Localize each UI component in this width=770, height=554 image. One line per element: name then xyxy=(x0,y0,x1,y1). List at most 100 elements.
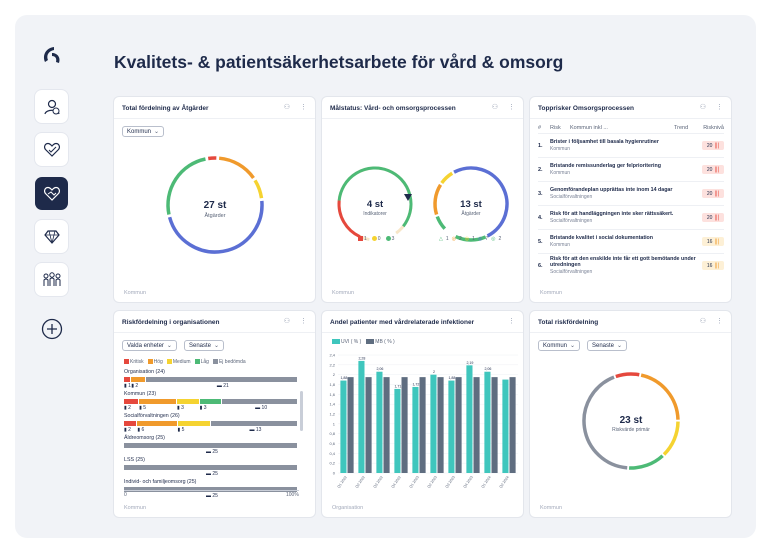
bar-uvi[interactable] xyxy=(466,365,473,473)
bar-segment[interactable] xyxy=(124,465,297,470)
donut-slice xyxy=(253,179,264,199)
card-infections: Andel patienter med vårdrelaterade infek… xyxy=(322,311,523,517)
risk-score-badge: 20 ||| xyxy=(702,141,724,150)
column-trend[interactable]: Trend xyxy=(674,125,689,131)
bar-segment[interactable] xyxy=(124,487,297,492)
bar-mb[interactable] xyxy=(401,377,408,473)
bar-uvi[interactable] xyxy=(358,360,365,473)
bar-segment[interactable] xyxy=(124,399,139,404)
more-icon[interactable]: ⋮ xyxy=(300,104,307,111)
table-row[interactable]: 6. Risk för att den enskilde inte får ett… xyxy=(538,253,724,277)
risk-title: Genomförandeplan upprättas inte inom 14 … xyxy=(550,187,673,193)
users-icon[interactable]: ⚇ xyxy=(491,104,498,111)
y-tick-label: 0 xyxy=(333,471,336,476)
bar-uvi[interactable] xyxy=(430,374,437,473)
bar-mb[interactable] xyxy=(509,377,516,473)
nav-group-button[interactable] xyxy=(35,263,68,296)
more-icon[interactable]: ⋮ xyxy=(508,318,515,325)
add-icon[interactable] xyxy=(41,318,63,340)
table-row[interactable]: 1. Brister i följsamhet till basala hygie… xyxy=(538,133,724,157)
donut-slice xyxy=(167,200,264,254)
nav-heart-button[interactable] xyxy=(35,133,68,166)
more-icon[interactable]: ⋮ xyxy=(300,318,307,325)
donut-chart-1: 27 st Åtgärder xyxy=(166,156,264,254)
period-dropdown[interactable]: Senaste ⌄ xyxy=(587,340,628,351)
users-icon[interactable]: ⚇ xyxy=(699,318,706,325)
logo-icon[interactable] xyxy=(37,43,67,73)
risk-score: 16 xyxy=(706,262,713,269)
users-icon[interactable]: ⚇ xyxy=(283,318,290,325)
gauge-segment xyxy=(453,166,509,238)
axis-start: 0 xyxy=(124,492,127,498)
segment-count: ▮ 2 xyxy=(131,383,139,389)
bar-segment[interactable] xyxy=(177,421,210,426)
nav-people-button[interactable] xyxy=(35,90,68,123)
column-level[interactable]: Risknivå xyxy=(703,125,724,131)
row-text: Genomförandeplan upprättas inte inom 14 … xyxy=(550,187,702,200)
bar-segment[interactable] xyxy=(124,377,131,382)
column-org[interactable]: Kommun inkl ... xyxy=(570,125,608,131)
bar-mb[interactable] xyxy=(473,377,480,473)
row-text: Risk för att den enskilde inte får ett g… xyxy=(550,256,702,276)
y-tick-label: 0,2 xyxy=(329,461,335,466)
nav-diamond-button[interactable] xyxy=(35,220,68,253)
bar-segment[interactable] xyxy=(199,399,222,404)
y-tick-label: 1 xyxy=(333,421,336,426)
bar-segment[interactable] xyxy=(145,377,297,382)
bar-segment[interactable] xyxy=(124,443,297,448)
bar-segment[interactable] xyxy=(139,399,176,404)
bar-uvi[interactable] xyxy=(502,379,509,473)
bar-segment[interactable] xyxy=(124,421,137,426)
bar-mb[interactable] xyxy=(383,377,390,473)
bar-mb[interactable] xyxy=(347,377,354,473)
bar-uvi[interactable] xyxy=(340,380,347,473)
risk-org: Kommun xyxy=(550,169,571,176)
bar-mb[interactable] xyxy=(455,377,462,473)
bar-segment[interactable] xyxy=(137,421,177,426)
gauge-left-legend: 1 0 3 xyxy=(358,236,394,242)
table-row[interactable]: 2. Bristande remissunderlag ger felpriori… xyxy=(538,157,724,181)
users-icon[interactable]: ⚇ xyxy=(283,104,290,111)
filter-dropdown[interactable]: Kommun ⌄ xyxy=(122,126,165,137)
more-icon[interactable]: ⋮ xyxy=(716,318,723,325)
bar-segment[interactable] xyxy=(176,399,199,404)
legend-mb: MB ( % ) xyxy=(375,339,395,345)
bar-data-label: 1,72 xyxy=(412,382,419,386)
bar-uvi[interactable] xyxy=(448,380,455,473)
bar-segment[interactable] xyxy=(222,399,297,404)
card-top-risks: Topprisker Omsorgsprocessen ⚇ ⋮ # Risk Ko… xyxy=(530,97,731,302)
table-row[interactable]: 3. Genomförandeplan upprättas inte inom 1… xyxy=(538,181,724,205)
users-icon[interactable]: ⚇ xyxy=(699,104,706,111)
table-row[interactable]: 4. Risk för att handläggningen inte sker … xyxy=(538,205,724,229)
bar-mb[interactable] xyxy=(419,377,426,473)
bar-mb[interactable] xyxy=(437,377,444,473)
donut-center-label: Riskvärde primär xyxy=(612,427,650,433)
bar-mb[interactable] xyxy=(491,377,498,473)
row-number: 1. xyxy=(538,142,543,149)
bar-mb[interactable] xyxy=(365,377,372,473)
segment-count: ▮ 3 xyxy=(176,405,184,411)
heart-icon xyxy=(43,142,60,157)
risk-score-badge: 20 ||| xyxy=(702,165,724,174)
filter-value: Senaste xyxy=(592,342,615,349)
table-header: # Risk Kommun inkl ... Trend Risknivå xyxy=(538,125,724,131)
units-dropdown[interactable]: Valda enheter ⌄ xyxy=(122,340,177,351)
nav-handshake-button[interactable] xyxy=(35,177,68,210)
more-icon[interactable]: ⋮ xyxy=(716,104,723,111)
column-risk[interactable]: Risk xyxy=(550,125,561,131)
chevron-down-icon: ⌄ xyxy=(154,129,160,135)
bar-uvi[interactable] xyxy=(412,386,419,473)
bar-uvi[interactable] xyxy=(394,388,401,473)
bar-uvi[interactable] xyxy=(484,371,491,473)
bar-chart: 0 0,2 0,4 0,6 0,8 1 1,2 1,4 1,6 1,8 2 2,2 2,4 1,88 Q1 … xyxy=(329,353,518,489)
bar-segment[interactable] xyxy=(211,421,297,426)
scrollbar[interactable] xyxy=(300,391,303,431)
bar-segment[interactable] xyxy=(131,377,145,382)
filter-dropdown[interactable]: Kommun ⌄ xyxy=(538,340,581,351)
period-dropdown[interactable]: Senaste ⌄ xyxy=(184,340,225,351)
more-icon[interactable]: ⋮ xyxy=(508,104,515,111)
donut-slice xyxy=(629,454,664,470)
table-row[interactable]: 5. Bristande kvalitet i social dokumentat… xyxy=(538,229,724,253)
segment-count: ▬ 25 xyxy=(206,449,218,455)
bar-uvi[interactable] xyxy=(376,371,383,473)
